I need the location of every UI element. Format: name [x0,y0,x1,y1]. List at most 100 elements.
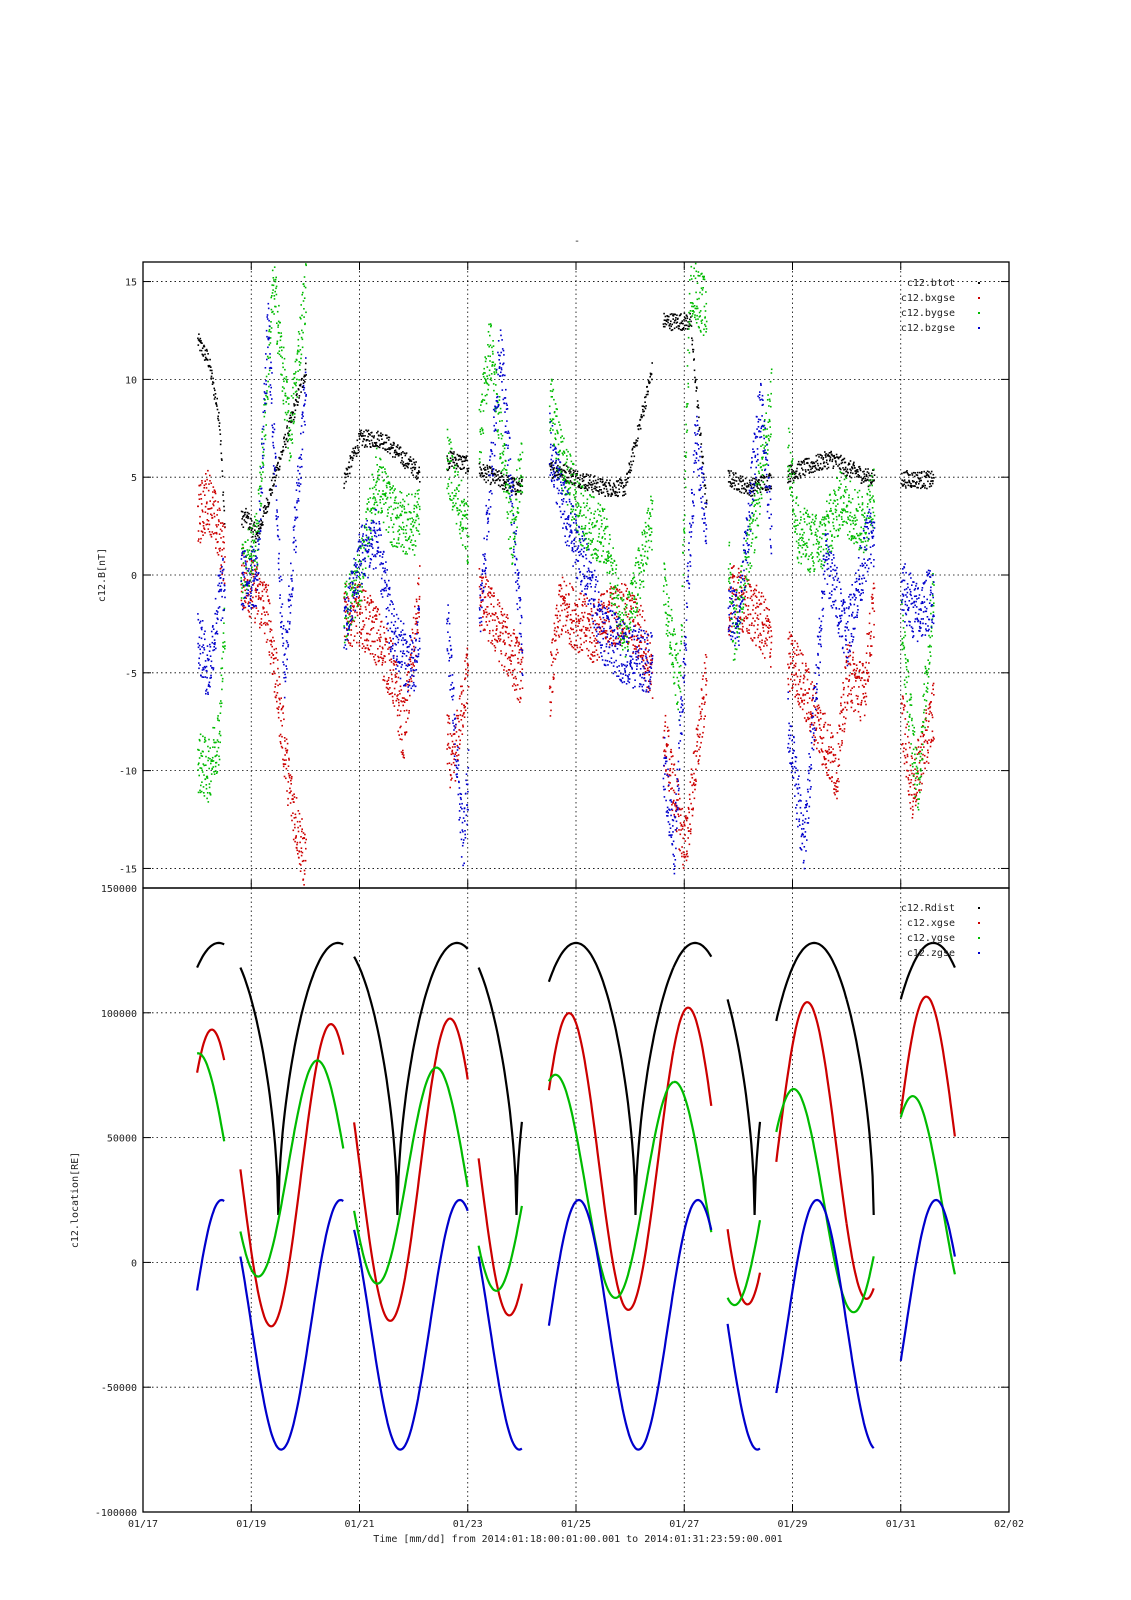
data-point [299,825,302,827]
data-point [923,482,925,485]
data-point [513,479,516,481]
data-point [791,686,794,689]
data-point [251,566,253,568]
data-point [764,476,766,479]
data-point [745,490,747,493]
data-point [353,579,355,582]
data-point [392,456,394,458]
data-point [379,501,382,504]
data-point [364,639,366,642]
data-point [297,853,299,855]
data-point [587,654,589,657]
data-point [494,646,497,649]
data-point [242,547,245,550]
data-point [832,748,834,750]
data-point [298,333,301,335]
data-point [199,337,202,340]
data-point [566,603,568,606]
data-point [846,702,849,705]
data-point [204,738,206,741]
data-point [831,776,833,779]
data-point [215,524,217,526]
data-point [458,729,460,731]
data-point [799,679,801,681]
data-point [269,663,272,665]
data-point [287,411,289,414]
data-point [852,659,854,661]
data-point [571,483,574,486]
data-point [205,483,207,485]
data-point [841,711,843,714]
data-point [305,838,307,841]
data-point [246,570,249,572]
data-point [277,326,279,328]
data-point [742,625,744,628]
data-point [345,610,348,612]
data-point [367,647,369,650]
data-point [760,592,763,594]
data-point [204,778,207,780]
data-point [681,807,684,810]
data-point [383,479,385,481]
data-point [516,641,518,644]
data-point [520,476,523,478]
data-point [197,337,199,340]
data-point [383,679,386,682]
data-point [258,597,260,599]
data-point [505,474,508,477]
data-point [663,750,665,753]
data-point [684,324,686,327]
data-point [793,476,795,479]
data-point [820,729,822,731]
data-point [593,654,596,657]
data-point [670,329,673,332]
data-point [290,421,292,424]
data-point [746,580,749,582]
data-point [727,628,730,631]
data-point [579,637,582,640]
data-point [487,594,490,597]
data-point [216,739,219,741]
data-point [682,328,685,330]
data-point [198,762,200,764]
data-point [623,622,625,624]
data-point [291,442,294,444]
data-point [492,629,494,632]
data-point [281,707,283,710]
data-point [641,415,643,418]
data-point [636,614,639,617]
data-point [489,587,492,590]
data-point [216,514,218,516]
data-point [494,638,496,641]
data-point [729,630,732,632]
data-point [217,746,220,749]
data-point [841,742,843,744]
data-point [913,793,915,796]
data-point [814,467,817,469]
data-point [605,485,607,488]
data-point [207,353,209,355]
data-point [202,786,205,788]
data-point [348,642,350,644]
data-point [595,489,597,491]
data-point [633,595,635,597]
data-point [288,420,290,423]
data-point [903,471,905,474]
data-point [818,706,821,709]
data-point [603,487,605,490]
data-point [256,561,258,564]
data-point [515,493,517,496]
data-point [683,312,686,315]
data-point [383,626,385,628]
data-point [298,361,301,363]
data-point [278,350,281,352]
data-point [595,649,598,651]
data-point [681,329,683,331]
data-point [305,264,307,267]
data-point [587,484,589,487]
data-point [198,738,201,741]
data-point [244,577,246,580]
data-point [371,535,373,538]
data-point [496,603,499,606]
